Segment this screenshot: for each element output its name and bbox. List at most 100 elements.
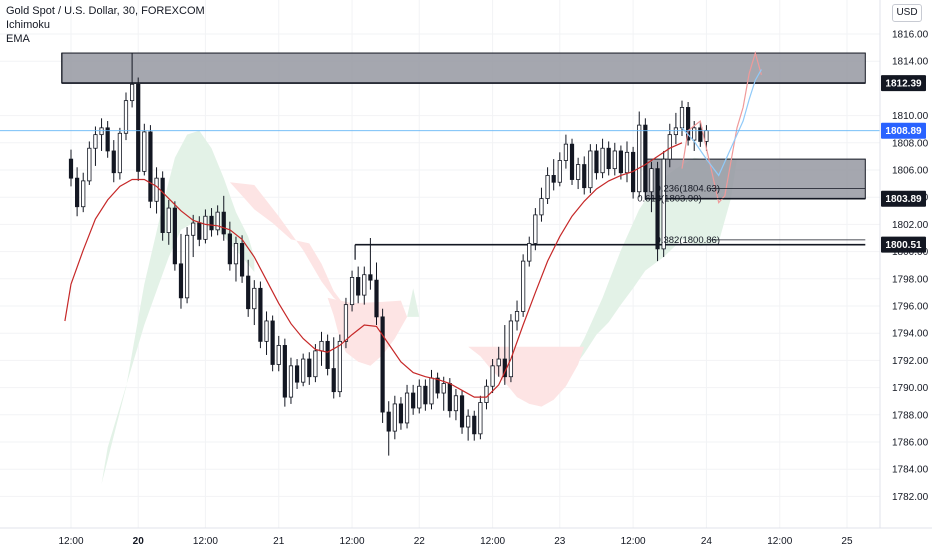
fibonacci-labels: 0.236(1804.63)0.618(1803.90) 0.382(1800.8… xyxy=(637,184,866,246)
symbol-title[interactable]: Gold Spot / U.S. Dollar, 30, FOREXCOM xyxy=(6,5,205,17)
candle-body xyxy=(233,243,239,265)
candle-body xyxy=(252,287,257,310)
candle-body xyxy=(563,143,569,161)
candle-body xyxy=(404,392,410,424)
candle-body xyxy=(239,243,245,277)
candle-body xyxy=(337,340,342,393)
candle-body xyxy=(569,143,575,180)
candle-body xyxy=(380,316,385,413)
price-tick-label: 1814.00 xyxy=(892,57,929,68)
fib-label: 0.618(1803.90) xyxy=(637,194,701,205)
time-tick-label: 23 xyxy=(554,536,566,547)
candle-body xyxy=(704,130,709,142)
time-tick-label: 12:00 xyxy=(193,536,218,547)
candle-body xyxy=(551,175,556,183)
candle-body xyxy=(301,358,306,383)
price-tick-label: 1816.00 xyxy=(892,30,929,41)
candle-body xyxy=(661,158,666,250)
candle-body xyxy=(117,132,122,174)
price-tick-label: 1794.00 xyxy=(892,329,929,340)
candle-body xyxy=(136,83,141,172)
candle-body xyxy=(637,124,642,193)
candle-body xyxy=(600,147,605,174)
candle-body xyxy=(264,320,269,342)
candle-body xyxy=(75,177,80,208)
candle-body xyxy=(429,377,434,405)
candle-body xyxy=(441,383,446,394)
candle-body xyxy=(686,107,691,141)
time-tick-label: 24 xyxy=(701,536,713,547)
candle-body xyxy=(612,150,617,170)
candle-body xyxy=(466,415,471,428)
currency-badge[interactable]: USD xyxy=(892,4,922,22)
price-tick-label: 1806.00 xyxy=(892,166,929,177)
candle-body xyxy=(521,260,526,312)
candle-body xyxy=(160,177,165,233)
candle-body xyxy=(539,198,544,216)
candle-body xyxy=(618,150,624,174)
time-tick-label: 22 xyxy=(414,536,426,547)
candle-body xyxy=(496,358,501,367)
candle-body xyxy=(679,107,685,129)
candle-body xyxy=(325,340,330,369)
candle-body xyxy=(459,395,465,428)
candle-body xyxy=(270,320,275,365)
candle-body xyxy=(319,340,324,352)
projection-blue xyxy=(681,69,762,177)
candle-body xyxy=(191,222,196,236)
candle-body xyxy=(490,365,495,387)
price-tick-label: 1792.00 xyxy=(892,356,929,367)
time-tick-label: 12:00 xyxy=(767,536,792,547)
candle-body xyxy=(698,127,703,142)
candle-body xyxy=(276,345,281,365)
candle-body xyxy=(93,134,98,149)
candle-body xyxy=(453,395,459,412)
candle-body xyxy=(417,385,422,409)
candle-body xyxy=(533,214,538,244)
candle-body xyxy=(227,233,232,265)
price-tick-label: 1810.00 xyxy=(892,111,929,122)
candle-body xyxy=(362,274,367,296)
candle-body xyxy=(68,158,74,179)
candle-body xyxy=(643,124,648,193)
price-label-text: 1800.51 xyxy=(885,240,922,251)
price-tick-label: 1802.00 xyxy=(892,220,929,231)
ema-line xyxy=(64,142,683,398)
time-tick-label: 20 xyxy=(133,536,145,547)
time-tick-label: 12:00 xyxy=(621,536,646,547)
candle-body xyxy=(588,150,593,189)
price-axis-labels: 1812.39 1808.89 1803.89 1800.51 xyxy=(881,75,926,253)
time-tick-label: 25 xyxy=(841,536,853,547)
candle-body xyxy=(349,277,355,306)
candle-body xyxy=(392,403,397,432)
projection-paths xyxy=(681,50,762,204)
candle-body xyxy=(313,350,318,378)
price-axis[interactable]: 1782.00 1784.00 1786.00 1788.00 1790.00 1792.… xyxy=(892,30,929,503)
candle-body xyxy=(484,385,489,403)
candle-body xyxy=(423,385,428,405)
candle-body xyxy=(215,211,220,231)
price-label-text: 1808.89 xyxy=(885,126,922,137)
price-label-text: 1803.89 xyxy=(885,194,922,205)
candle-body xyxy=(111,150,116,174)
candle-body xyxy=(166,207,171,233)
cloud-bullish xyxy=(541,157,737,406)
time-axis[interactable]: 12:00 20 12:00 21 12:00 22 12:00 23 12:00 24 12:00… xyxy=(58,536,852,547)
candle-body xyxy=(514,311,520,322)
candle-body xyxy=(655,168,660,250)
candle-body xyxy=(398,403,404,424)
indicator-ichimoku[interactable]: Ichimoku xyxy=(6,19,51,31)
candle-body xyxy=(307,358,312,378)
candle-body xyxy=(386,411,391,432)
candle-body xyxy=(411,392,416,409)
ema-path xyxy=(64,142,683,398)
candle-body xyxy=(258,287,263,342)
candle-body xyxy=(282,345,287,398)
candle-body xyxy=(435,377,440,394)
price-label-text: 1812.39 xyxy=(885,79,922,90)
price-tick-label: 1808.00 xyxy=(892,138,929,149)
indicator-ema[interactable]: EMA xyxy=(6,33,30,45)
candle-body xyxy=(142,131,147,172)
candle-body xyxy=(594,150,599,174)
